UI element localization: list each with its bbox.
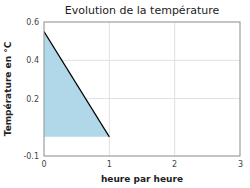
x-tick-label: 0	[41, 160, 46, 169]
plot-area	[44, 32, 109, 137]
x-tick-label: 3	[238, 160, 243, 169]
grid-line-y	[44, 60, 240, 61]
line	[44, 32, 109, 137]
grid-line-x	[174, 22, 175, 156]
grid	[44, 22, 240, 156]
y-axis-label: Température en °C	[3, 41, 13, 136]
plot-frame	[44, 22, 240, 156]
x-tick-label: 2	[172, 160, 177, 169]
x-tick-label: 1	[107, 160, 112, 169]
y-tick-label: -0.1	[23, 152, 39, 161]
chart-container: -0.1 0.2 0.4 0.6 0 1 2 3 Evolution de la tempéra…	[0, 0, 250, 188]
plot-background	[44, 22, 240, 156]
y-tick-label: 0.2	[26, 95, 39, 104]
chart: -0.1 0.2 0.4 0.6 0 1 2 3 Evolution de la tempéra…	[0, 0, 250, 188]
area	[44, 32, 109, 137]
y-tick-label: 0.6	[26, 18, 39, 27]
y-tick-label: 0.4	[26, 56, 39, 65]
x-axis-label: heure par heure	[101, 174, 183, 184]
title: Evolution de la température	[65, 4, 220, 17]
